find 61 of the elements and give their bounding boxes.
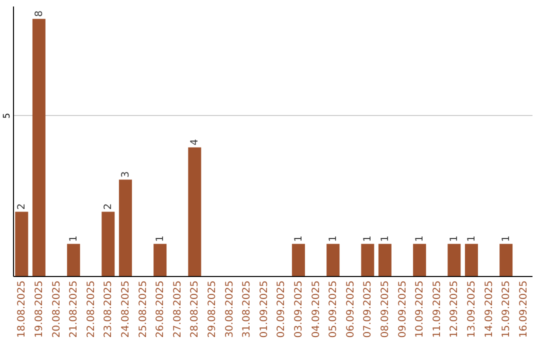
data-label: 1 (501, 235, 512, 242)
x-tick-label: 26.08.2025 (155, 280, 166, 338)
bar (326, 244, 340, 276)
x-tick-label: 08.09.2025 (380, 280, 391, 338)
x-tick-label: 31.08.2025 (242, 280, 253, 338)
bar (32, 18, 46, 276)
x-tick-label: 25.08.2025 (138, 280, 149, 338)
data-label: 1 (449, 235, 460, 242)
bar (500, 244, 513, 276)
x-tick-label: 30.08.2025 (224, 280, 236, 338)
x-tick-label: 15.09.2025 (501, 280, 512, 338)
x-tick-label: 19.08.2025 (34, 280, 45, 338)
bar (361, 244, 374, 276)
x-tick-label: 18.08.2025 (16, 280, 28, 338)
bar (102, 212, 115, 276)
data-label: 1 (68, 235, 80, 242)
data-label: 8 (34, 10, 45, 17)
data-label: 1 (362, 235, 374, 242)
bar (292, 244, 305, 276)
x-tick-label: 04.09.2025 (310, 280, 322, 338)
bar (448, 244, 461, 276)
data-label: 1 (155, 235, 166, 242)
x-tick-label: 20.08.2025 (51, 280, 62, 338)
x-tick-label: 27.08.2025 (172, 280, 184, 338)
data-label: 1 (293, 235, 304, 242)
data-label: 1 (380, 235, 391, 242)
data-label: 1 (466, 235, 478, 242)
x-tick-label: 03.09.2025 (293, 280, 304, 338)
bar (154, 244, 167, 276)
y-tick-label: 5 (2, 112, 12, 119)
bar (378, 244, 392, 276)
x-tick-label: 14.09.2025 (484, 280, 495, 338)
x-tick-label: 05.09.2025 (328, 280, 340, 338)
bar (413, 244, 426, 276)
data-label: 1 (414, 235, 426, 242)
x-tick-label: 09.09.2025 (397, 280, 408, 338)
x-tick-label: 24.08.2025 (120, 280, 132, 338)
x-tick-label: 29.08.2025 (206, 280, 218, 338)
x-tick-label: 02.09.2025 (276, 280, 288, 338)
bar (118, 180, 132, 276)
x-tick-label: 21.08.2025 (68, 280, 80, 338)
x-tick-label: 11.09.2025 (432, 280, 443, 338)
x-tick-label: 01.09.2025 (258, 280, 270, 338)
x-tick-label: 22.08.2025 (86, 280, 97, 338)
x-tick-label: 13.09.2025 (466, 280, 478, 338)
bar (464, 244, 478, 276)
x-tick-label: 16.09.2025 (518, 280, 530, 338)
x-tick-label: 23.08.2025 (103, 280, 114, 338)
bar (15, 212, 28, 276)
data-label: 1 (328, 235, 340, 242)
data-label: 2 (103, 203, 114, 210)
x-tick-label: 12.09.2025 (449, 280, 460, 338)
x-tick-label: 07.09.2025 (362, 280, 374, 338)
bar (67, 244, 80, 276)
x-tick-label: 06.09.2025 (345, 280, 356, 338)
bar (188, 147, 202, 276)
x-tick-label: 10.09.2025 (414, 280, 426, 338)
x-tick-label: 28.08.2025 (190, 280, 201, 338)
data-label: 4 (190, 139, 201, 146)
data-label: 2 (16, 203, 28, 210)
data-label: 3 (120, 171, 132, 178)
